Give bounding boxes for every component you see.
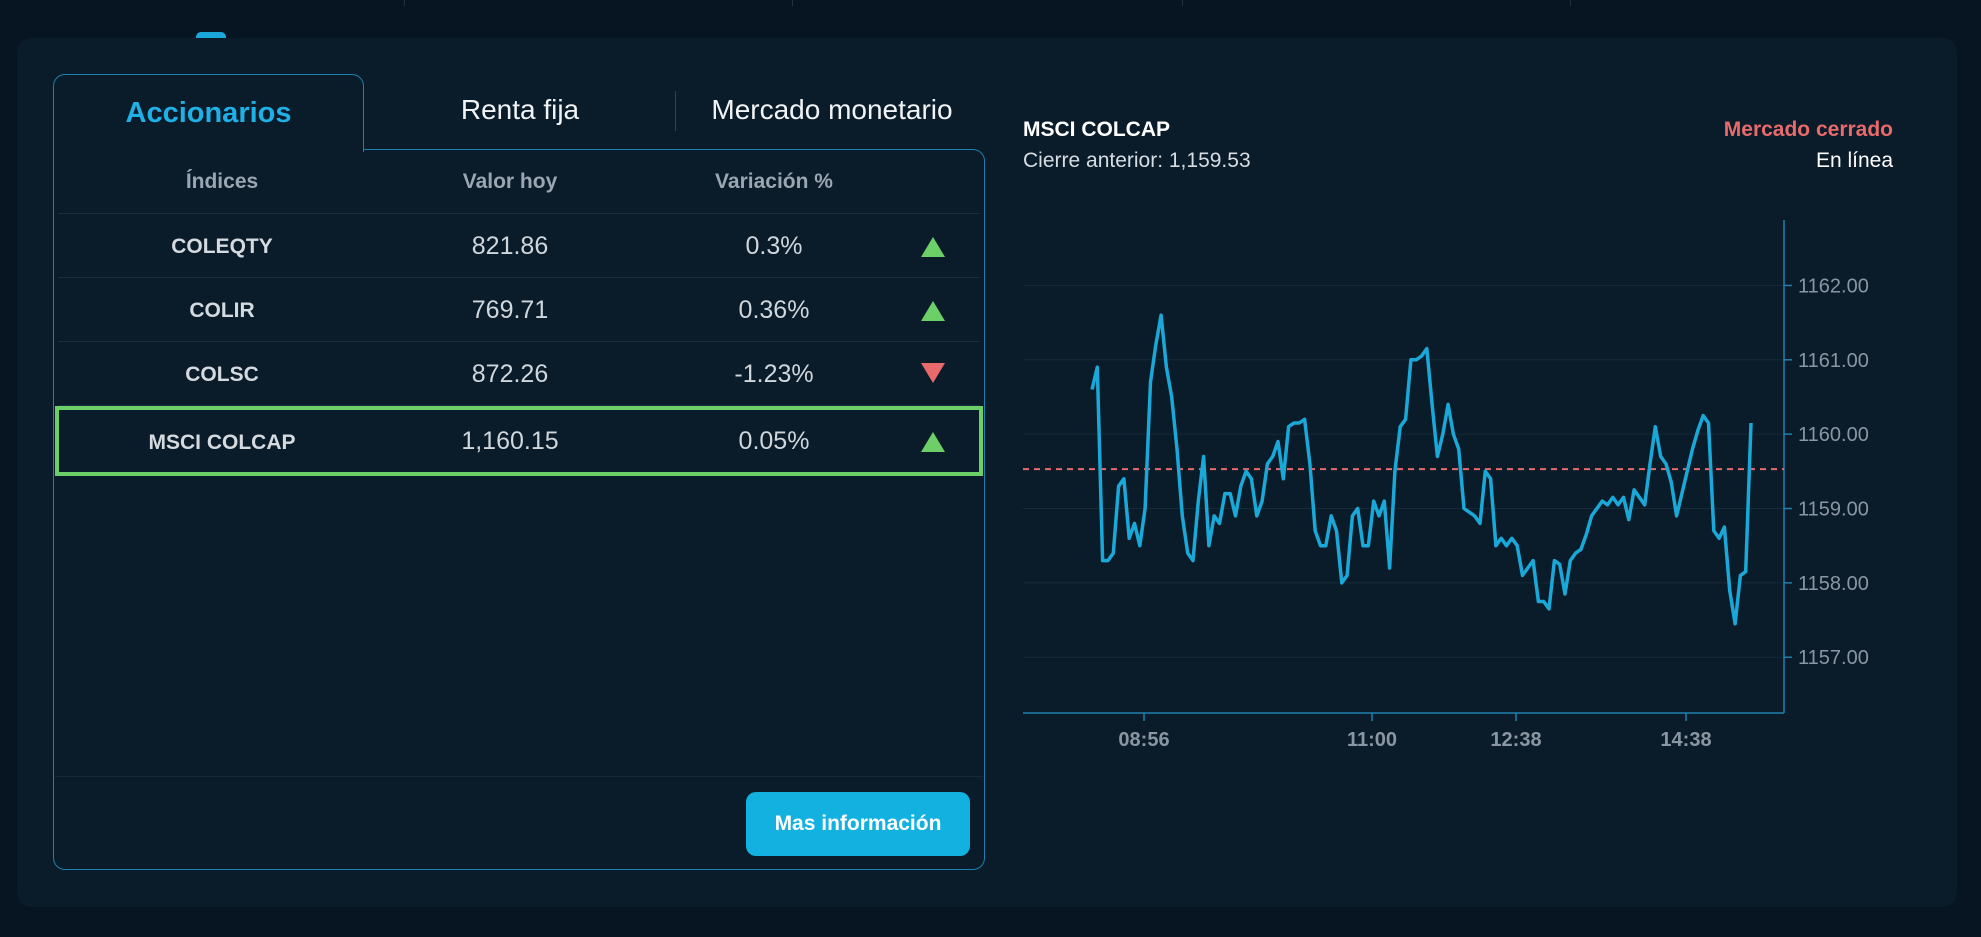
index-value: 872.26 xyxy=(471,360,549,388)
table-row-selected[interactable] xyxy=(55,406,983,476)
row-divider xyxy=(58,341,980,342)
index-change: -1.23% xyxy=(734,360,814,388)
online-status: En línea xyxy=(1815,149,1893,172)
tab-mercado-monetario[interactable]: Mercado monetario xyxy=(711,94,953,125)
index-change: 0.36% xyxy=(738,296,810,324)
row-divider xyxy=(58,405,980,406)
x-tick-label: 12:38 xyxy=(1490,729,1541,751)
y-tick-label: 1158.00 xyxy=(1798,573,1869,595)
index-change: 0.05% xyxy=(738,427,810,455)
row-divider xyxy=(58,213,980,214)
previous-close: Cierre anterior: 1,159.53 xyxy=(1023,149,1251,172)
tab-accionarios[interactable]: Accionarios xyxy=(53,74,364,152)
y-tick-label: 1160.00 xyxy=(1798,424,1869,446)
tab-divider xyxy=(675,91,676,131)
nav-separator xyxy=(1182,0,1183,6)
index-name: COLIR xyxy=(189,299,255,322)
y-tick-label: 1159.00 xyxy=(1798,499,1869,521)
y-tick-label: 1157.00 xyxy=(1798,647,1869,669)
header-indices: Índices xyxy=(185,170,259,193)
index-name: COLEQTY xyxy=(171,235,273,258)
arrow-down-icon xyxy=(921,363,945,383)
nav-separator xyxy=(1570,0,1571,6)
more-info-button[interactable]: Mas información xyxy=(746,792,970,856)
chart-title: MSCI COLCAP xyxy=(1023,118,1170,141)
x-tick-label: 08:56 xyxy=(1118,729,1169,751)
header-valor-hoy: Valor hoy xyxy=(462,170,558,193)
x-tick-label: 14:38 xyxy=(1660,729,1711,751)
x-tick-label: 11:00 xyxy=(1347,729,1397,751)
index-value: 1,160.15 xyxy=(461,427,559,455)
index-change: 0.3% xyxy=(745,232,803,260)
tab-join xyxy=(54,147,363,152)
indices-table-card xyxy=(53,149,985,870)
index-name: COLSC xyxy=(185,363,259,386)
y-tick-label: 1162.00 xyxy=(1798,275,1869,297)
arrow-up-icon xyxy=(921,301,945,321)
top-nav-strip xyxy=(0,0,1981,42)
y-tick-label: 1161.00 xyxy=(1798,350,1869,372)
card-footer-divider xyxy=(55,776,983,777)
nav-separator xyxy=(404,0,405,6)
nav-active-indicator xyxy=(196,32,226,42)
header-variacion: Variación % xyxy=(715,170,833,193)
arrow-up-icon xyxy=(921,432,945,452)
index-value: 769.71 xyxy=(471,296,549,324)
price-series-line xyxy=(1090,313,1753,626)
index-name: MSCI COLCAP xyxy=(148,431,296,454)
nav-separator xyxy=(792,0,793,6)
index-value: 821.86 xyxy=(471,232,549,260)
row-divider xyxy=(58,277,980,278)
tab-renta-fija[interactable]: Renta fija xyxy=(460,94,580,125)
arrow-up-icon xyxy=(921,237,945,257)
market-status: Mercado cerrado xyxy=(1723,118,1893,141)
